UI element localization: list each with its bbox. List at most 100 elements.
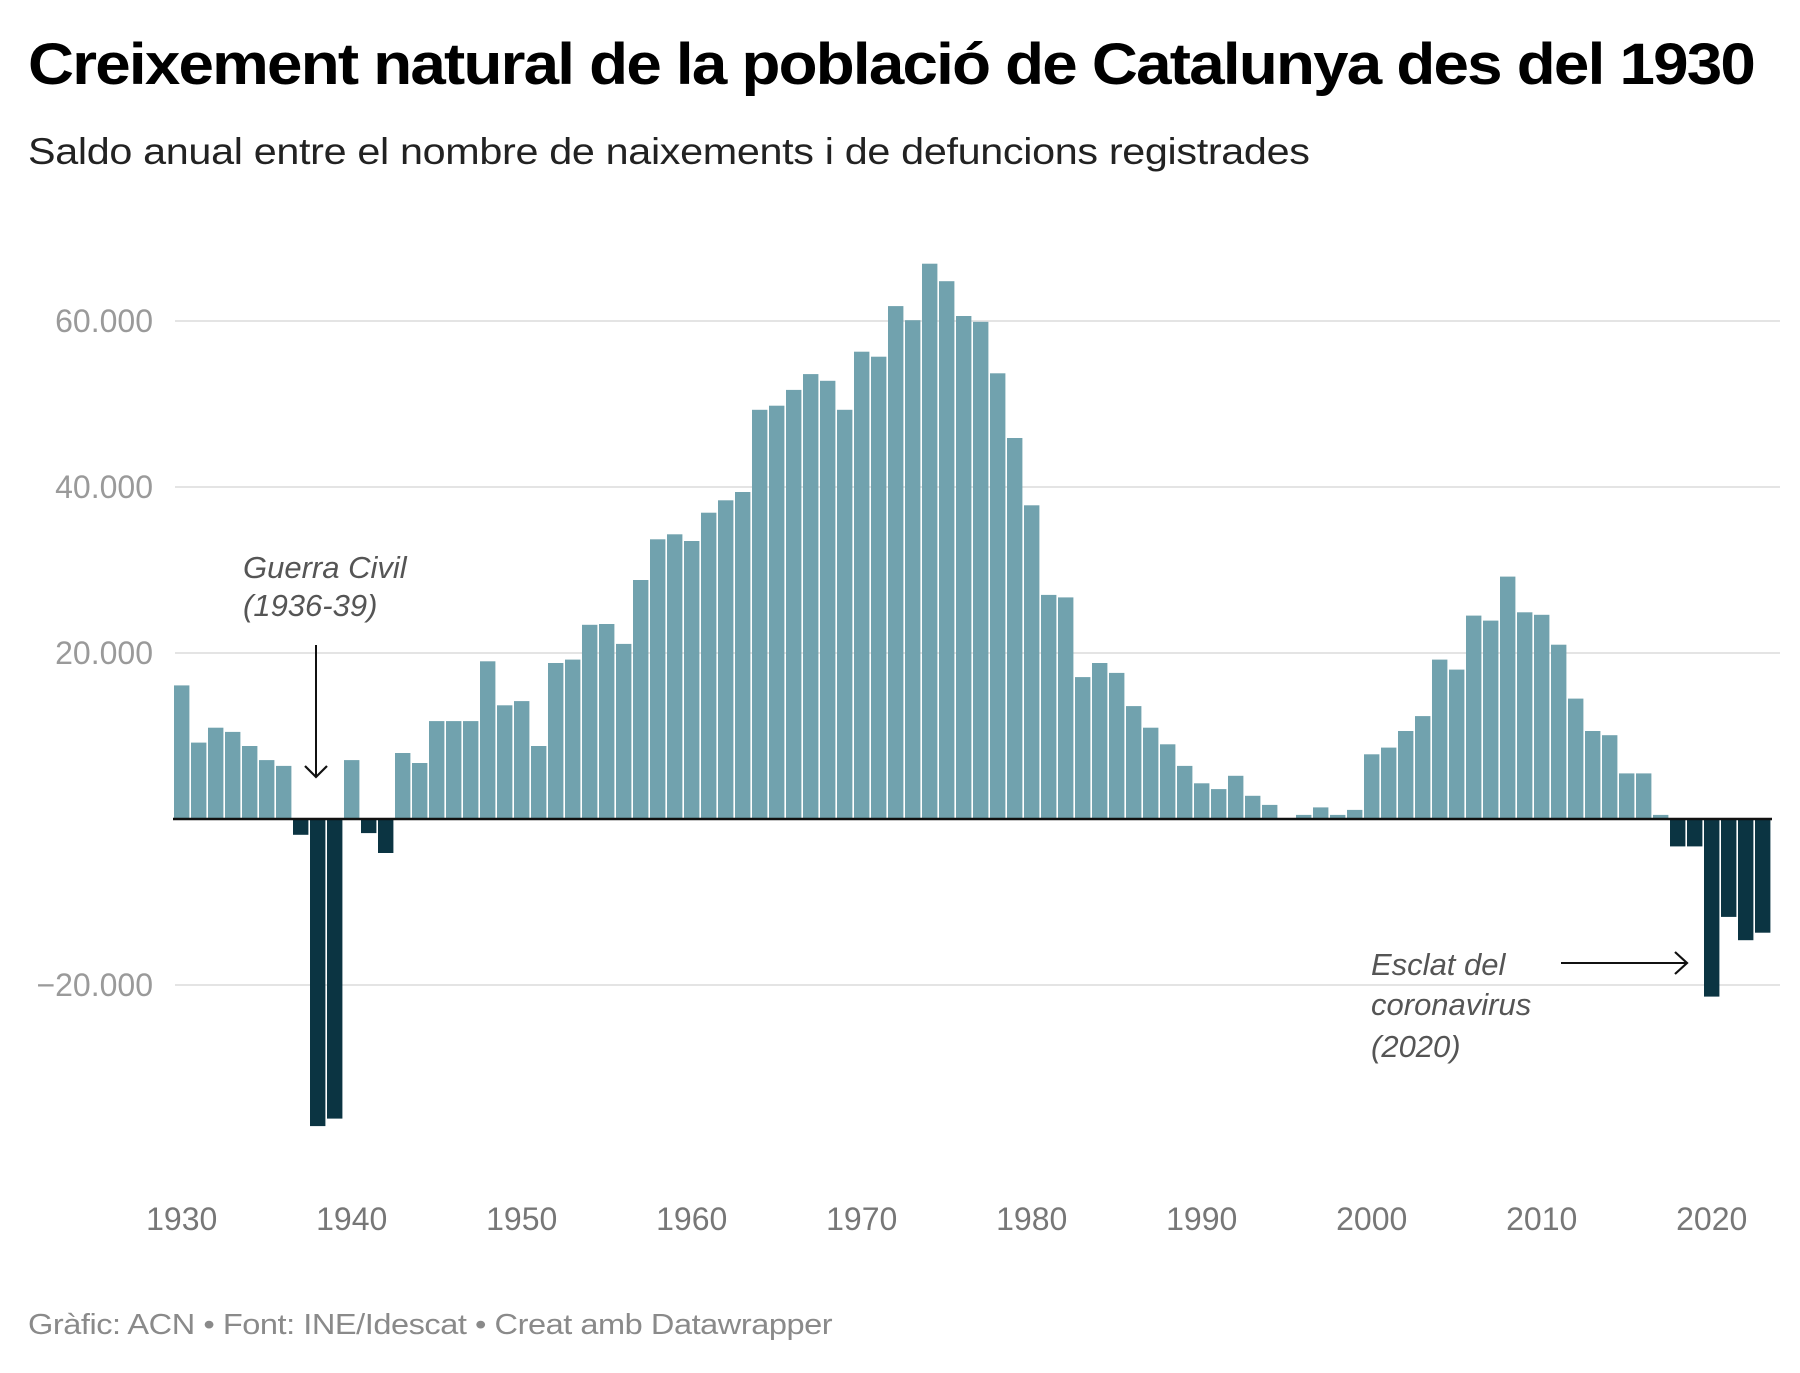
bar-1983 <box>1075 677 1091 819</box>
bar-1931 <box>191 742 207 819</box>
bar-1930 <box>174 685 190 819</box>
bar-2008 <box>1500 576 1516 819</box>
bar-1933 <box>225 731 241 820</box>
x-tick-label: 2000 <box>1336 1201 1407 1237</box>
bar-2006 <box>1466 615 1482 819</box>
annotation-line: Esclat del <box>1371 947 1507 982</box>
bar-1944 <box>412 763 428 819</box>
bar-1949 <box>497 705 513 819</box>
bar-2011 <box>1551 644 1567 819</box>
arrow-right-icon <box>1561 951 1689 975</box>
bar-2012 <box>1568 698 1584 819</box>
x-tick-label: 1960 <box>656 1201 727 1237</box>
annotation-line: (1936-39) <box>243 588 377 623</box>
bar-1979 <box>1007 438 1023 819</box>
bar-1969 <box>837 409 853 819</box>
bar-1985 <box>1109 672 1125 819</box>
bar-1997 <box>1313 807 1329 819</box>
bar-1972 <box>888 306 904 820</box>
bar-1953 <box>565 659 581 819</box>
bar-1974 <box>922 263 938 819</box>
bar-1984 <box>1092 663 1108 819</box>
bar-1994 <box>1262 804 1278 819</box>
bar-1981 <box>1041 594 1057 819</box>
x-axis-labels: 1930 1940 1950 1960 1970 1980 1990 2000 2010 2020 <box>146 1201 1747 1237</box>
chart-footer: Gràfic: ACN • Font: INE/Idescat • Creat … <box>28 1309 833 1341</box>
bar-1996 <box>1296 814 1312 820</box>
bar-1956 <box>616 643 632 819</box>
bar-2003 <box>1415 716 1431 819</box>
bar-1934 <box>242 746 258 819</box>
bar-1988 <box>1160 744 1176 819</box>
bar-1966 <box>786 389 802 819</box>
bar-1961 <box>701 512 717 819</box>
bar-1950 <box>514 701 530 819</box>
y-tick-label: 20.000 <box>55 635 153 671</box>
annotation-civil-war-text: Guerra Civil (1936-39) <box>243 550 415 623</box>
bar-2001 <box>1381 747 1397 819</box>
bar-1936 <box>276 765 292 819</box>
bar-1935 <box>259 760 275 819</box>
arrow-down-icon <box>304 645 328 779</box>
bar-1948 <box>480 661 496 819</box>
y-tick-label: −20.000 <box>36 967 153 1003</box>
bar-1945 <box>429 721 445 819</box>
bar-1980 <box>1024 505 1040 819</box>
x-tick-label: 2020 <box>1676 1201 1747 1237</box>
bar-1954 <box>582 624 598 819</box>
bar-1938 <box>310 819 326 1127</box>
x-tick-label: 1930 <box>146 1201 217 1237</box>
bar-2014 <box>1602 735 1618 819</box>
bar-1993 <box>1245 795 1261 819</box>
bar-1943 <box>395 753 411 819</box>
bar-2000 <box>1364 754 1380 819</box>
annotation-line: Guerra Civil <box>243 550 408 585</box>
bar-2019 <box>1687 819 1703 847</box>
bar-1982 <box>1058 597 1074 819</box>
bar-1970 <box>854 351 870 819</box>
bar-1940 <box>344 760 360 819</box>
x-tick-label: 1940 <box>316 1201 387 1237</box>
bar-1971 <box>871 356 887 819</box>
bar-1987 <box>1143 727 1159 819</box>
annotation-line: (2020) <box>1371 1029 1461 1064</box>
bar-1976 <box>956 316 972 819</box>
bar-1973 <box>905 320 921 819</box>
annotation-coronavirus: Esclat del coronavirus (2020) <box>1371 947 1689 1064</box>
annotation-civil-war: Guerra Civil (1936-39) <box>243 550 415 779</box>
bar-1986 <box>1126 706 1142 819</box>
x-tick-label: 2010 <box>1506 1201 1577 1237</box>
bar-2018 <box>1670 819 1686 847</box>
bar-2002 <box>1398 731 1414 819</box>
bar-2004 <box>1432 659 1448 819</box>
bar-1990 <box>1194 783 1210 819</box>
bar-1932 <box>208 727 224 819</box>
x-tick-label: 1980 <box>996 1201 1067 1237</box>
x-tick-label: 1970 <box>826 1201 897 1237</box>
bar-1998 <box>1330 814 1346 820</box>
bar-1952 <box>548 663 564 819</box>
x-tick-label: 1990 <box>1166 1201 1237 1237</box>
annotation-coronavirus-text: Esclat del coronavirus (2020) <box>1371 947 1540 1064</box>
bar-2016 <box>1636 773 1652 819</box>
bar-2023 <box>1755 819 1771 933</box>
y-tick-label: 40.000 <box>55 469 153 505</box>
bar-1947 <box>463 721 479 819</box>
bar-2010 <box>1534 614 1550 819</box>
bar-1957 <box>633 580 649 819</box>
y-tick-label: 60.000 <box>55 303 153 339</box>
bar-1965 <box>769 405 785 819</box>
bar-2007 <box>1483 620 1499 819</box>
bar-1959 <box>667 534 683 819</box>
bar-1999 <box>1347 809 1363 819</box>
bar-2005 <box>1449 669 1465 819</box>
chart-title: Creixement natural de la població de Cat… <box>28 32 1756 97</box>
bar-1989 <box>1177 765 1193 819</box>
bar-1962 <box>718 500 734 819</box>
bar-2020 <box>1704 819 1720 997</box>
bar-1942 <box>378 819 394 853</box>
bar-1958 <box>650 539 666 819</box>
bar-1967 <box>803 374 819 819</box>
bar-1939 <box>327 819 343 1119</box>
